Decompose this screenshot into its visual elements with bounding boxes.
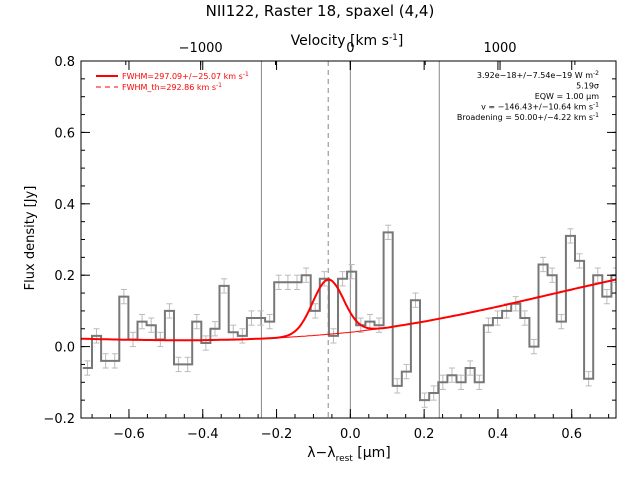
- plot-area: [81, 61, 616, 418]
- x-axis-label: λ−λrest [μm]: [307, 445, 391, 464]
- x-tick-label: −0.4: [187, 427, 219, 442]
- y-tick-label: 0.4: [54, 198, 75, 213]
- x-tick-label: 0.2: [414, 427, 435, 442]
- fit-line: [81, 278, 616, 342]
- x-axis-label-unit: [μm]: [353, 445, 391, 461]
- chart-title: NII122, Raster 18, spaxel (4,4): [206, 2, 435, 20]
- x-tick-label: −0.2: [261, 427, 293, 442]
- axes: −0.6 −0.4 −0.2 0.0 0.2 0.4 0.6 −1000 0 1000 −0.2 0.…: [43, 41, 617, 442]
- y-tick-label: −0.2: [43, 412, 75, 427]
- fit-annotation-0: 3.92e−18+/−7.54e−19 W m-2: [477, 70, 599, 80]
- fit-annotation-4: Broadening = 50.00+/−4.22 km s-1: [457, 112, 599, 122]
- top-tick-label: 1000: [483, 41, 516, 56]
- spectrum-line: [82, 231, 616, 402]
- top-tick-label: 0: [346, 41, 354, 56]
- y-tick-label: 0.6: [54, 126, 75, 141]
- top-axis-label-sup: -1: [389, 33, 398, 43]
- x-tick-label: 0.0: [340, 427, 361, 442]
- y-axis-label: Flux density [Jy]: [23, 186, 38, 291]
- fit-annotation-1: 5.19σ: [576, 82, 599, 91]
- legend-label-1: FWHM_th=292.86 km s-1: [122, 82, 222, 92]
- top-tick-label: −1000: [179, 41, 223, 56]
- fit-annotation-3: v = −146.43+/−10.64 km s-1: [481, 102, 599, 112]
- y-tick-label: 0.0: [54, 341, 75, 356]
- x-tick-label: −0.6: [113, 427, 145, 442]
- top-axis-label: Velocity [km s-1]: [291, 33, 404, 49]
- x-axis-label-sub: rest: [336, 454, 354, 464]
- x-tick-label: 0.4: [488, 427, 509, 442]
- fit-annotation-2: EQW = 1.00 μm: [535, 92, 599, 101]
- top-axis-label-close: ]: [398, 33, 403, 49]
- y-tick-label: 0.8: [54, 55, 75, 70]
- legend-label-0: FWHM=297.09+/−25.07 km s-1: [122, 71, 249, 81]
- plot-clip-group: [81, 61, 616, 418]
- legend: FWHM=297.09+/−25.07 km s-1FWHM_th=292.86…: [96, 71, 249, 92]
- y-tick-label: 0.2: [54, 269, 75, 284]
- x-tick-label: 0.6: [561, 427, 582, 442]
